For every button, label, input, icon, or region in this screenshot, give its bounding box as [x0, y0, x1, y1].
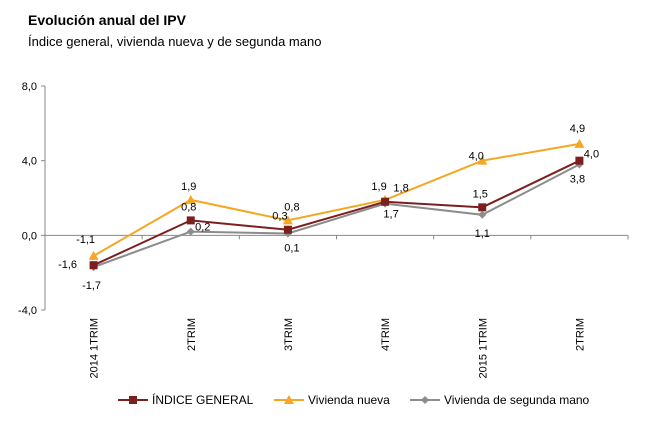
data-label: 4,9 [570, 123, 585, 135]
y-tick-label: 4,0 [22, 156, 37, 168]
legend-marker [421, 396, 429, 404]
y-tick-label: -4,0 [18, 305, 37, 317]
data-point [282, 215, 293, 225]
data-label: 0,2 [195, 222, 210, 234]
legend-marker [284, 395, 294, 404]
data-label: 0,3 [272, 211, 287, 223]
x-tick-label: 2TRIM [186, 318, 198, 351]
data-label: 4,0 [584, 149, 599, 161]
data-label: 1,8 [393, 183, 408, 195]
data-point [186, 227, 195, 236]
x-tick-label: 2TRIM [574, 318, 586, 351]
legend-label: Vivienda de segunda mano [444, 393, 590, 407]
series-line [93, 163, 580, 269]
data-label: 1,9 [181, 181, 196, 193]
data-label: 1,7 [383, 209, 398, 221]
series-line [93, 142, 580, 257]
data-label: -1,1 [76, 234, 95, 246]
data-label: -1,6 [58, 259, 77, 271]
data-point [89, 261, 98, 270]
data-point [283, 225, 292, 234]
x-tick-label: 2015 1TRIM [477, 318, 489, 379]
series-line [93, 159, 580, 267]
legend-label: ÍNDICE GENERAL [152, 392, 254, 407]
data-label: 0,1 [284, 242, 299, 254]
data-point [575, 156, 584, 165]
chart-title: Evolución anual del IPV [28, 12, 186, 28]
data-label: 0,8 [181, 201, 196, 213]
data-point [186, 216, 195, 225]
legend-marker [129, 396, 137, 404]
data-label: 3,8 [570, 173, 585, 185]
data-point [381, 197, 390, 206]
data-label: -1,7 [82, 280, 101, 292]
data-label: 4,0 [469, 151, 484, 163]
data-point [185, 194, 196, 204]
legend-label: Vivienda nueva [308, 393, 390, 407]
data-label: 1,9 [371, 181, 386, 193]
x-tick-label: 4TRIM [380, 318, 392, 351]
chart-subtitle: Índice general, vivienda nueva y de segu… [28, 34, 322, 49]
y-tick-label: 8,0 [22, 81, 37, 93]
data-point [478, 203, 487, 212]
x-tick-label: 2014 1TRIM [89, 318, 101, 379]
data-point [88, 250, 99, 260]
x-tick-label: 3TRIM [283, 318, 295, 351]
data-point [477, 155, 488, 165]
data-point [574, 138, 585, 148]
data-label: 1,5 [473, 188, 488, 200]
data-label: 1,1 [475, 228, 490, 240]
data-label: 0,8 [284, 201, 299, 213]
y-tick-label: 0,0 [22, 230, 37, 242]
data-point [478, 210, 487, 219]
